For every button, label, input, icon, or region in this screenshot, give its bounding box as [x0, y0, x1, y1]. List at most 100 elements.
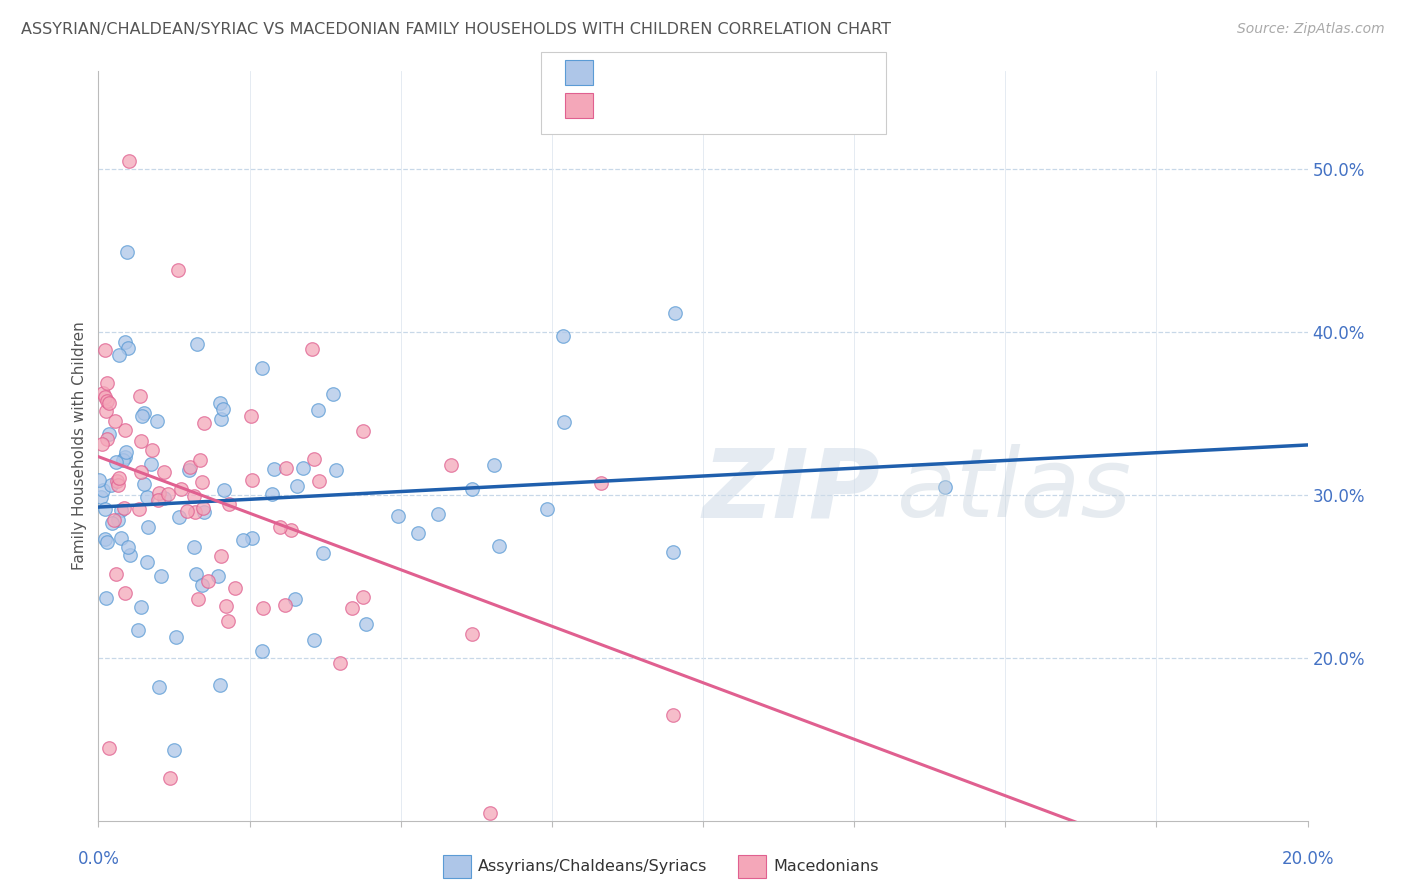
Point [117, 540, 139, 554]
Point [661, 545, 683, 559]
Point [240, 409, 263, 423]
Point [664, 306, 686, 320]
Point [91, 386, 114, 401]
Text: N =: N = [725, 64, 773, 82]
Point [934, 480, 956, 494]
Point [208, 396, 231, 410]
Text: -0.256: -0.256 [650, 97, 709, 115]
Text: R =: R = [610, 97, 647, 115]
Point [184, 505, 207, 519]
Point [460, 482, 482, 496]
Point [146, 413, 169, 427]
Point [183, 489, 205, 503]
Point [96, 394, 118, 409]
Point [134, 477, 156, 491]
Point [591, 476, 613, 491]
Point [183, 540, 205, 554]
Text: 0.0%: 0.0% [77, 850, 120, 868]
Point [340, 601, 363, 615]
Point [269, 520, 291, 534]
Point [107, 513, 129, 527]
Point [209, 411, 232, 425]
Point [262, 487, 284, 501]
Point [118, 153, 141, 168]
Point [114, 423, 136, 437]
Point [136, 519, 159, 533]
Point [129, 434, 152, 449]
Point [131, 409, 153, 423]
Y-axis label: Family Households with Children: Family Households with Children [72, 322, 87, 570]
Point [215, 599, 238, 613]
Point [285, 478, 308, 492]
Point [211, 401, 233, 416]
Point [135, 490, 157, 504]
Point [551, 329, 574, 343]
Point [179, 463, 201, 477]
Point [128, 502, 150, 516]
Point [661, 707, 683, 722]
Point [141, 443, 163, 458]
Point [169, 482, 191, 496]
Text: Macedonians: Macedonians [773, 859, 879, 873]
Point [352, 424, 374, 438]
Point [460, 627, 482, 641]
Point [97, 426, 120, 441]
Point [169, 509, 191, 524]
Point [187, 592, 209, 607]
Point [100, 478, 122, 492]
Text: 20.0%: 20.0% [1281, 850, 1334, 868]
Point [112, 452, 135, 467]
Point [117, 245, 139, 260]
Point [165, 631, 187, 645]
Point [479, 805, 502, 820]
Point [387, 509, 409, 524]
Point [104, 414, 127, 428]
Point [207, 569, 229, 583]
Point [101, 516, 124, 530]
Point [112, 501, 135, 516]
Point [179, 460, 201, 475]
Text: -0.085: -0.085 [650, 64, 709, 82]
Point [284, 592, 307, 607]
Point [107, 348, 129, 362]
Text: 67: 67 [776, 97, 799, 115]
Point [104, 455, 127, 469]
Point [96, 591, 118, 606]
Point [302, 452, 325, 467]
Point [117, 341, 139, 355]
Text: Assyrians/Chaldeans/Syriacs: Assyrians/Chaldeans/Syriacs [478, 859, 707, 873]
Text: 78: 78 [776, 64, 799, 82]
Point [153, 465, 176, 479]
Point [280, 523, 302, 537]
Point [352, 591, 374, 605]
Point [159, 772, 181, 786]
Point [426, 507, 449, 521]
Point [302, 633, 325, 648]
Point [135, 554, 157, 568]
Point [96, 433, 118, 447]
Point [186, 337, 208, 351]
Point [322, 386, 344, 401]
Point [536, 502, 558, 516]
Point [129, 466, 152, 480]
Point [553, 415, 575, 429]
Point [114, 445, 136, 459]
Text: atlas: atlas [897, 444, 1132, 538]
Point [134, 406, 156, 420]
Point [191, 475, 214, 489]
Point [93, 533, 115, 547]
Point [308, 475, 330, 489]
Point [91, 437, 114, 451]
Point [291, 461, 314, 475]
Point [176, 503, 198, 517]
Point [153, 491, 176, 505]
Point [104, 566, 127, 581]
Point [482, 458, 505, 473]
Point [94, 404, 117, 418]
Point [148, 681, 170, 695]
Point [127, 624, 149, 638]
Point [167, 263, 190, 277]
Point [110, 531, 132, 545]
Point [232, 533, 254, 548]
Point [250, 644, 273, 658]
